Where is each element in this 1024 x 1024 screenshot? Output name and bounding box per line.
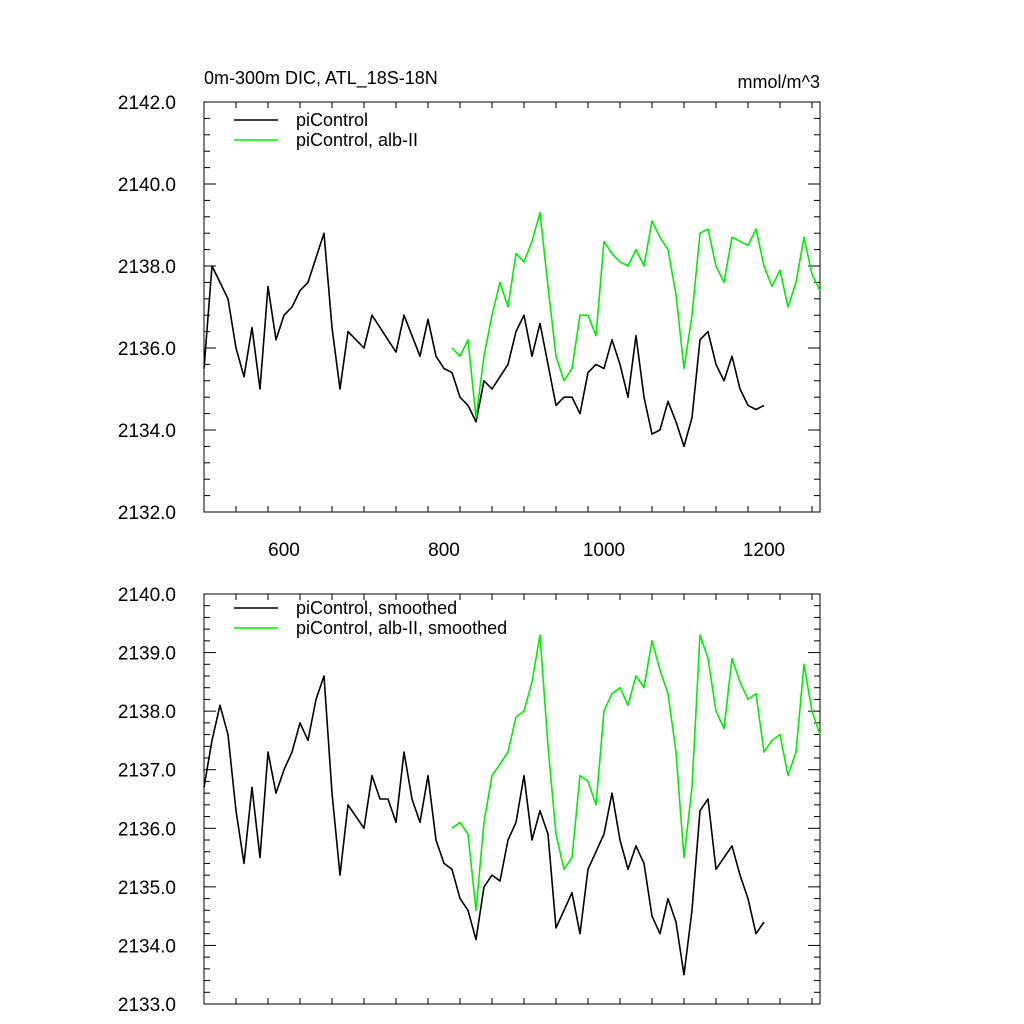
plot-frame bbox=[203, 101, 821, 513]
series-line-2 bbox=[451, 634, 821, 912]
chart-title: 0m-300m DIC, ATL_18S-18N bbox=[204, 68, 438, 89]
units-label: mmol/m^3 bbox=[738, 72, 820, 92]
y-tick-label: 2136.0 bbox=[118, 819, 176, 840]
y-tick-label: 2142.0 bbox=[118, 93, 176, 114]
y-tick-label: 2134.0 bbox=[118, 936, 176, 957]
legend-label: piControl, alb-II bbox=[296, 130, 418, 150]
legend-label: piControl, smoothed bbox=[296, 598, 457, 618]
series-line-2 bbox=[451, 211, 821, 419]
legend-label: piControl bbox=[296, 110, 368, 130]
x-tick-label: 800 bbox=[428, 540, 460, 561]
series-line-1 bbox=[203, 675, 765, 976]
x-tick-label: 1200 bbox=[743, 540, 785, 561]
plot-frame bbox=[203, 593, 821, 1005]
x-tick-label: 600 bbox=[268, 540, 300, 561]
y-tick-label: 2137.0 bbox=[118, 761, 176, 782]
top-plot-area: 2132.0 2134.0 2136.0 2138.0 2140.0 2142.0 600 8… bbox=[118, 93, 821, 561]
y-tick-label: 2136.0 bbox=[118, 339, 176, 360]
bottom-plot-area: 2133.0 2134.0 2135.0 2136.0 2137.0 2138.0 2139… bbox=[118, 585, 821, 1016]
y-tick-label: 2134.0 bbox=[118, 421, 176, 442]
y-tick-label: 2138.0 bbox=[118, 257, 176, 278]
top-panel: 0m-300m DIC, ATL_18S-18N mmol/m^3 2132.0… bbox=[118, 68, 821, 561]
x-tick-label: 1000 bbox=[583, 540, 625, 561]
y-tick-label: 2135.0 bbox=[118, 878, 176, 899]
legend-label: piControl, alb-II, smoothed bbox=[296, 618, 507, 638]
y-tick-label: 2132.0 bbox=[118, 503, 176, 524]
bottom-panel: 2133.0 2134.0 2135.0 2136.0 2137.0 2138.0 2139… bbox=[118, 585, 821, 1016]
y-tick-label: 2139.0 bbox=[118, 644, 176, 665]
y-tick-label: 2138.0 bbox=[118, 702, 176, 723]
y-tick-label: 2140.0 bbox=[118, 175, 176, 196]
series-line-1 bbox=[203, 232, 765, 448]
y-tick-label: 2133.0 bbox=[118, 995, 176, 1016]
y-tick-label: 2140.0 bbox=[118, 585, 176, 606]
